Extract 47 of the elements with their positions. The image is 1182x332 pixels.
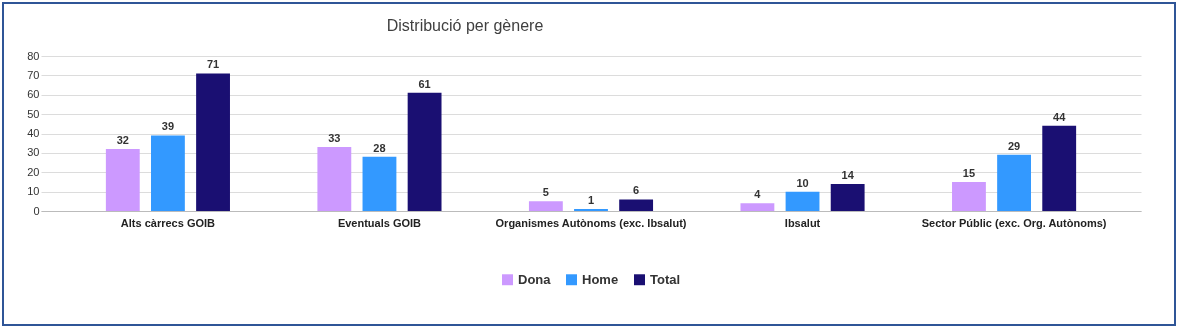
bar [105, 149, 140, 211]
y-tick-label: 50 [27, 107, 40, 120]
legend-label: Dona [518, 271, 552, 287]
bar [151, 135, 185, 211]
bar [196, 73, 230, 211]
data-label: 44 [1053, 110, 1067, 123]
x-tick-label: Ibsalut [784, 216, 821, 229]
data-label: 1 [587, 194, 595, 207]
y-tick-label: 80 [27, 49, 40, 62]
y-tick-label: 30 [27, 146, 40, 159]
data-label: 33 [328, 132, 341, 145]
data-label: 4 [754, 188, 762, 201]
bar [407, 92, 442, 211]
bar [785, 191, 820, 211]
bar [830, 183, 865, 211]
bar [362, 156, 397, 211]
bar [528, 201, 563, 211]
x-tick-label: Alts càrrecs GOIB [120, 216, 216, 229]
bar [997, 154, 1031, 211]
data-label: 29 [1007, 139, 1021, 152]
legend-label: Total [650, 271, 681, 287]
chart-title: Distribució per gènere [386, 17, 544, 34]
x-tick-label: Sector Públic (exc. Org. Autònoms) [921, 216, 1107, 229]
y-tick-label: 10 [27, 185, 40, 198]
bar [619, 199, 654, 211]
data-label: 61 [418, 77, 431, 90]
legend-label: Home [582, 271, 619, 287]
data-label: 10 [796, 176, 809, 189]
data-label: 14 [841, 168, 855, 181]
bar [317, 147, 352, 211]
data-label: 39 [161, 120, 175, 133]
data-label: 15 [962, 166, 976, 179]
data-label: 5 [542, 186, 549, 199]
x-tick-label: Eventuals GOIB [337, 216, 422, 229]
x-tick-label: Organismes Autònoms (exc. Ibsalut) [495, 216, 687, 229]
bar [740, 203, 775, 211]
bar [952, 181, 986, 211]
data-label: 28 [373, 141, 386, 154]
data-label: 71 [206, 58, 220, 71]
data-label: 6 [633, 184, 640, 197]
y-tick-label: 60 [27, 88, 40, 101]
data-label: 32 [116, 134, 129, 146]
y-tick-label: 40 [27, 127, 40, 139]
bar [1042, 125, 1077, 211]
y-tick-label: 0 [33, 204, 40, 217]
y-tick-label: 20 [27, 165, 40, 178]
y-tick-label: 70 [27, 68, 40, 81]
